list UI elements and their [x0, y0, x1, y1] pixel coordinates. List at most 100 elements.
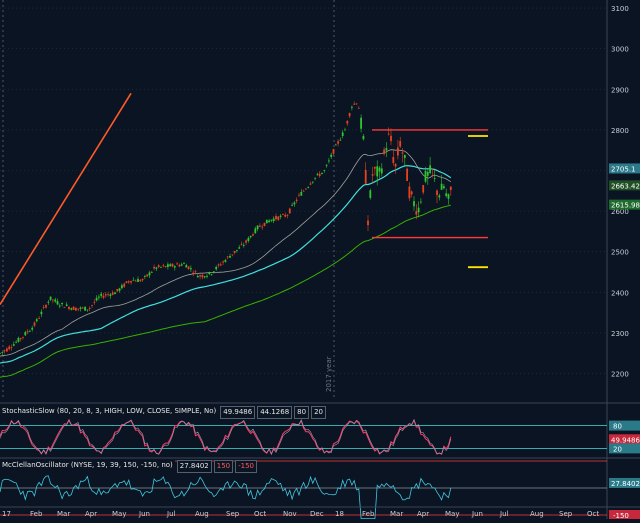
candle — [422, 184, 425, 195]
candle-body — [240, 244, 243, 245]
candle — [436, 189, 438, 204]
candle — [187, 266, 190, 270]
candle-body — [196, 275, 199, 278]
candle-body — [45, 304, 47, 308]
candle-body — [399, 141, 402, 147]
candle — [12, 341, 15, 347]
candle — [199, 274, 201, 280]
candle-body — [183, 263, 185, 265]
candle — [91, 304, 93, 309]
candle-body — [291, 204, 293, 206]
candle — [394, 163, 397, 174]
candle-body — [173, 266, 176, 268]
candle — [238, 245, 241, 249]
candle — [433, 169, 436, 182]
candle — [98, 294, 100, 301]
candle-body — [72, 306, 75, 310]
candle — [233, 250, 236, 255]
candle-body — [231, 254, 234, 256]
candle — [413, 196, 415, 211]
price-tag — [609, 163, 640, 174]
candle-body — [139, 279, 142, 282]
stochastic-d-value: 44.1268 — [257, 406, 293, 419]
candle — [401, 148, 404, 163]
x-tick-label: Sep — [226, 510, 240, 518]
candle-body — [429, 165, 431, 174]
candle-body — [433, 178, 436, 179]
candle-body — [54, 299, 57, 302]
candle-body — [307, 186, 310, 188]
candle — [183, 261, 185, 265]
y-tick-label: 3100 — [611, 5, 629, 13]
candle — [383, 146, 385, 156]
candle-body — [360, 117, 362, 129]
candle-body — [35, 319, 38, 322]
candle-body — [194, 271, 197, 273]
candle — [6, 347, 8, 353]
price-tag — [609, 180, 640, 191]
candle-body — [332, 148, 335, 154]
candle-body — [344, 129, 346, 131]
mcclellan-tag-label: 27.8402 — [611, 480, 640, 488]
candle-body — [378, 167, 381, 172]
candle — [410, 190, 413, 198]
candle-body — [123, 283, 126, 287]
candle-body — [206, 275, 208, 277]
candle-body — [118, 288, 121, 291]
candle — [84, 306, 86, 311]
candle-body — [121, 285, 123, 289]
candle-body — [367, 220, 369, 226]
candle — [190, 265, 192, 272]
candle-body — [272, 218, 275, 222]
candle-body — [309, 183, 312, 185]
stoch-tag — [609, 443, 640, 454]
candle — [245, 239, 247, 245]
candle-body — [298, 194, 300, 196]
candle-body — [408, 186, 411, 199]
candle-body — [254, 228, 257, 234]
candle-body — [88, 308, 91, 309]
candle — [123, 282, 126, 288]
candle — [226, 255, 229, 260]
candle — [295, 197, 298, 204]
candle — [438, 193, 441, 201]
candle — [265, 219, 268, 224]
candle-body — [56, 301, 59, 305]
candle — [355, 103, 358, 105]
candle-body — [17, 337, 20, 342]
candle — [429, 156, 431, 175]
candle-body — [314, 177, 316, 179]
x-tick-label: May — [112, 510, 126, 518]
candle — [150, 271, 153, 273]
stochastic-upper: 80 — [294, 406, 310, 419]
y-tick-label: 2200 — [611, 371, 629, 379]
candle — [61, 302, 63, 307]
candle-body — [130, 280, 132, 283]
candle — [19, 337, 22, 342]
candle — [254, 226, 257, 234]
candle — [121, 283, 123, 290]
candle-body — [394, 163, 397, 167]
candle — [185, 263, 188, 268]
candle — [277, 216, 280, 221]
stochastic-legend: StochasticSlow (80, 20, 8, 3, HIGH, LOW,… — [0, 406, 327, 419]
candle — [286, 214, 289, 219]
candle-body — [284, 214, 287, 217]
candle — [328, 157, 330, 164]
y-tick-label: 2800 — [611, 127, 629, 135]
candle — [314, 177, 316, 181]
candle-body — [325, 165, 328, 166]
candle — [272, 216, 275, 224]
candle — [367, 215, 369, 232]
candle-body — [270, 219, 273, 221]
candle — [249, 235, 252, 239]
candle — [222, 260, 224, 265]
candle — [339, 137, 342, 141]
candle-body — [380, 168, 383, 174]
candle-body — [383, 149, 385, 155]
candle-body — [275, 215, 277, 220]
candle — [169, 262, 172, 267]
candle-body — [81, 307, 84, 309]
candle — [196, 274, 199, 278]
